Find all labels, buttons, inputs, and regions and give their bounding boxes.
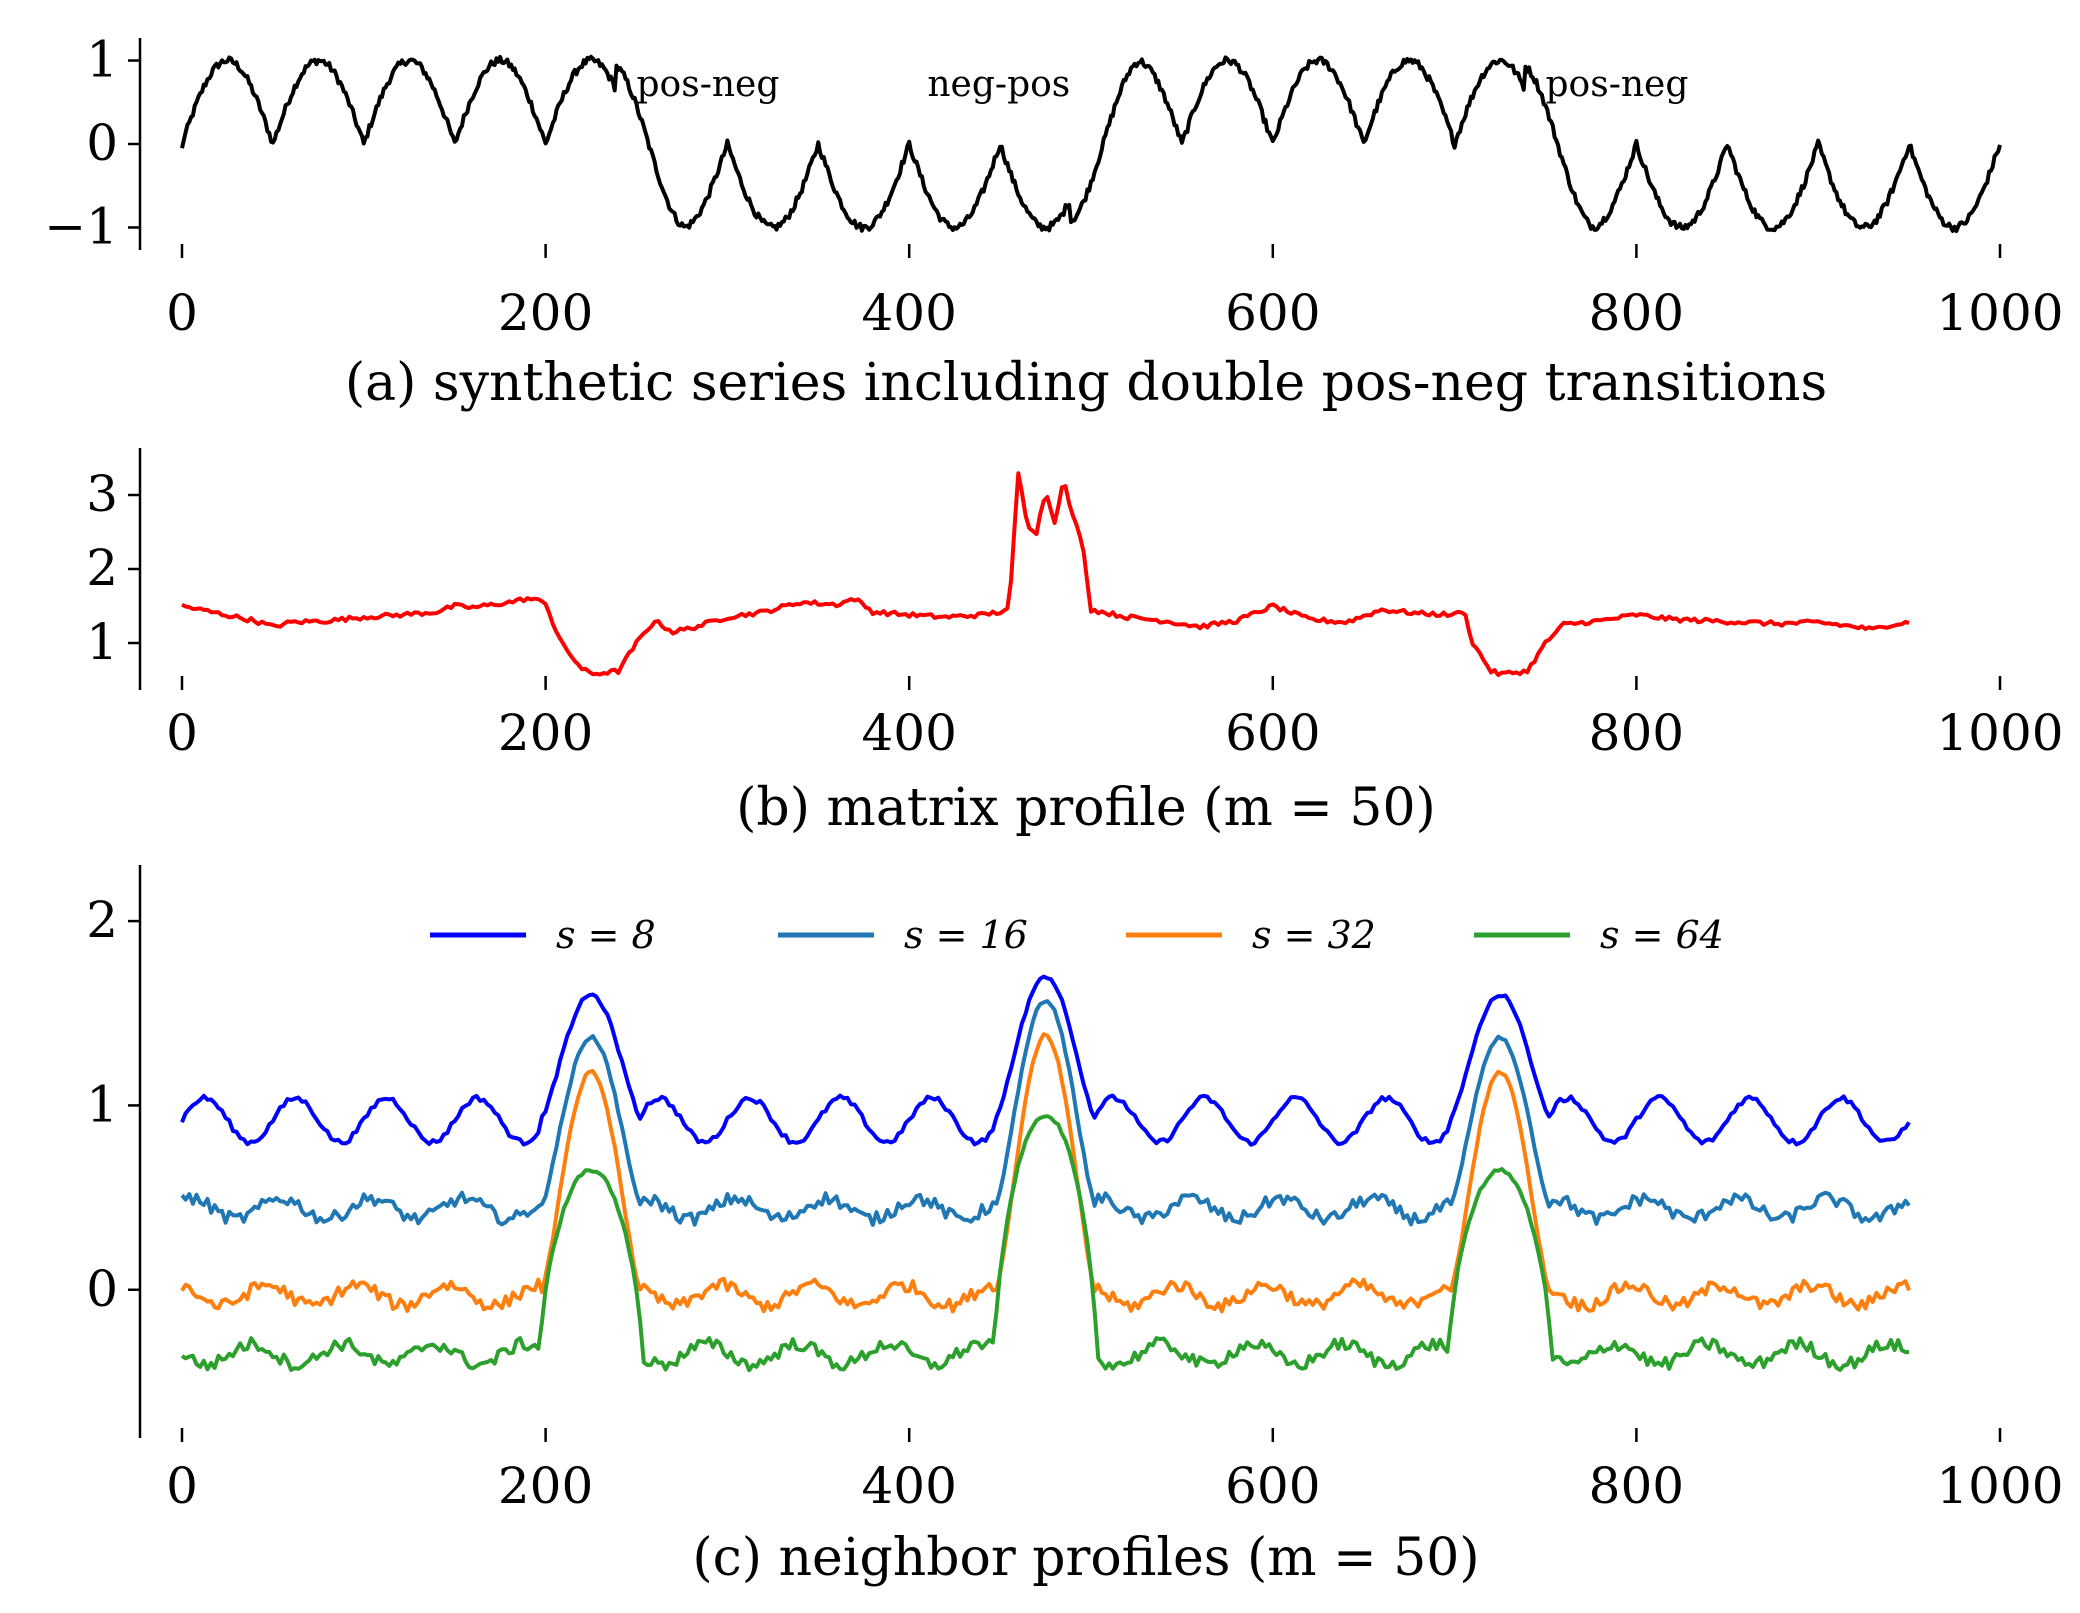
legend-label: s = 64 (1600, 913, 1724, 957)
annotation-label: neg-pos (927, 64, 1070, 105)
y-tick-label: 1 (86, 1075, 118, 1133)
x-tick-label: 400 (861, 704, 956, 762)
legend-label: s = 32 (1252, 913, 1376, 957)
x-tick-label: 200 (498, 1457, 593, 1515)
y-tick-label: 2 (86, 539, 118, 597)
panel-caption: (a) synthetic series including double po… (345, 353, 1827, 413)
x-tick-label: 1000 (1936, 1457, 2063, 1515)
panel-caption: (b) matrix profile (m = 50) (736, 778, 1436, 838)
annotation-label: pos-neg (637, 64, 780, 105)
x-tick-label: 600 (1225, 284, 1320, 342)
x-tick-label: 600 (1225, 1457, 1320, 1515)
y-tick-label: 3 (86, 465, 118, 523)
y-tick-label: 1 (86, 613, 118, 671)
legend-label: s = 16 (904, 913, 1028, 957)
panel-a: 1 0 −1 0 200 400 600 800 1000 (a) synthetic serie… (44, 31, 2063, 413)
x-tick-label: 200 (498, 704, 593, 762)
series-line (180, 974, 1911, 1147)
legend-label: s = 8 (556, 913, 656, 957)
annotation-label: pos-neg (1546, 64, 1689, 105)
x-tick-label: 1000 (1936, 284, 2063, 342)
series-line (180, 999, 1911, 1227)
panel-caption: (c) neighbor profiles (m = 50) (692, 1528, 1479, 1588)
x-tick-label: 800 (1589, 284, 1684, 342)
y-tick-label: 0 (86, 1260, 118, 1318)
y-tick-label: 0 (86, 114, 118, 172)
y-tick-label: 1 (86, 31, 118, 89)
series-line (180, 54, 2002, 233)
y-tick-label: −1 (44, 197, 118, 255)
x-tick-label: 800 (1589, 1457, 1684, 1515)
x-tick-label: 200 (498, 284, 593, 342)
panel-c: 2 1 0 0 200 400 600 800 1000 (c) neighbor profile… (86, 865, 2064, 1588)
x-tick-label: 0 (166, 1457, 198, 1515)
series-line (180, 1032, 1911, 1314)
series-line (180, 1114, 1910, 1373)
x-tick-label: 0 (166, 284, 198, 342)
x-tick-label: 0 (166, 704, 198, 762)
x-tick-label: 600 (1225, 704, 1320, 762)
panel-b: 3 2 10 200 400 600 800 1000 (b) matrix profile (… (86, 448, 2064, 838)
x-tick-label: 400 (861, 284, 956, 342)
y-tick-label: 2 (86, 891, 118, 949)
x-tick-label: 400 (861, 1457, 956, 1515)
x-tick-label: 800 (1589, 704, 1684, 762)
x-tick-label: 1000 (1936, 704, 2063, 762)
series-line (181, 471, 1910, 677)
